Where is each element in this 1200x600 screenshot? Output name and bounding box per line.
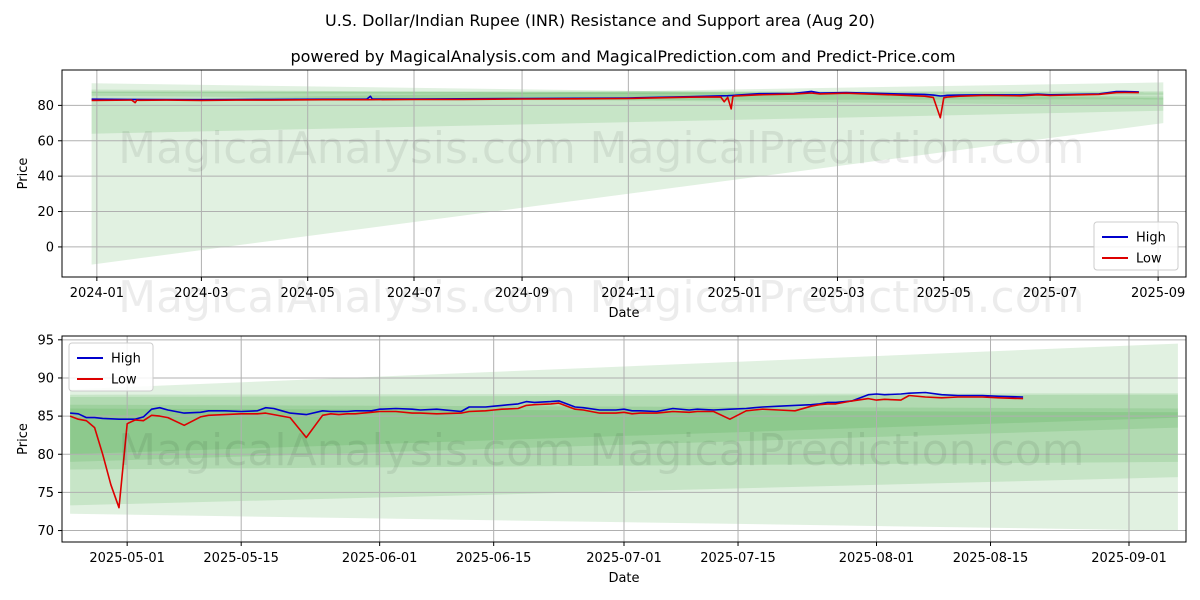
plot-frame (61, 69, 1187, 278)
y-tick-label: 75 (37, 486, 54, 501)
y-tick-label: 80 (37, 99, 54, 114)
legend-label-low: Low (1136, 252, 1162, 267)
x-tick-label: 2025-03 (810, 286, 864, 301)
support-resistance-band (91, 89, 1164, 134)
x-tick-label: 2025-01 (707, 286, 761, 301)
legend: High Low (1093, 221, 1179, 271)
plot-frame (61, 335, 1187, 543)
x-axis-label: Date (608, 571, 639, 586)
top-chart-panel: 2024-01 2024-03 2024-05 2024-07 2024-09 2024-… (16, 69, 1187, 321)
y-tick-label: 95 (37, 333, 54, 348)
watermark-top-right: MagicalPrediction.com (590, 123, 1085, 174)
x-tick-label: 2025-05 (917, 286, 971, 301)
x-tick-label: 2025-05-15 (203, 551, 279, 566)
watermark-layer: MagicalAnalysis.com MagicalPrediction.co… (118, 123, 1084, 476)
legend-label-high: High (1136, 231, 1166, 246)
x-tick-label: 2025-07-01 (586, 551, 662, 566)
x-tick-label: 2024-05 (281, 286, 335, 301)
watermark-bottom-right: MagicalPrediction.com (590, 425, 1085, 476)
y-tick-label: 0 (46, 240, 54, 255)
watermark-mid-left: MagicalAnalysis.com (118, 272, 576, 323)
y-axis-label: Price (16, 423, 31, 455)
watermark-mid-right: MagicalPrediction.com (590, 272, 1085, 323)
x-tick-label: 2025-08-15 (953, 551, 1029, 566)
support-resistance-band (91, 82, 1164, 101)
x-tick-label: 2024-11 (601, 286, 655, 301)
support-resistance-band (91, 83, 1164, 265)
legend-label-low: Low (111, 373, 137, 388)
bottom-chart-panel: 2025-05-01 2025-05-15 2025-06-01 2025-06-15… (16, 333, 1187, 586)
x-tick-label: 2025-09-01 (1091, 551, 1167, 566)
x-tick-label: 2025-08-01 (839, 551, 915, 566)
y-axis-label: Price (16, 158, 31, 190)
y-tick-label: 70 (37, 524, 54, 539)
legend-label-high: High (111, 352, 141, 367)
chart-title: U.S. Dollar/Indian Rupee (INR) Resistanc… (325, 11, 875, 30)
x-axis-label: Date (608, 306, 639, 321)
y-tick-label: 60 (37, 134, 54, 149)
low-series-line (69, 394, 1024, 509)
y-tick-label: 85 (37, 410, 54, 425)
x-tick-label: 2024-09 (495, 286, 549, 301)
y-tick-label: 20 (37, 205, 54, 220)
watermark-top-left: MagicalAnalysis.com (118, 123, 576, 174)
chart-subtitle: powered by MagicalAnalysis.com and Magic… (290, 47, 955, 66)
x-tick-label: 2025-06-15 (456, 551, 532, 566)
x-tick-label: 2024-01 (70, 286, 124, 301)
legend: High Low (68, 342, 154, 392)
x-tick-label: 2024-07 (387, 286, 441, 301)
x-tick-label: 2025-09 (1131, 286, 1185, 301)
y-tick-label: 90 (37, 371, 54, 386)
watermark-bottom-left: MagicalAnalysis.com (118, 425, 576, 476)
x-tick-label: 2025-05-01 (89, 551, 165, 566)
x-tick-label: 2025-07-15 (700, 551, 776, 566)
high-series-line (70, 391, 1024, 421)
low-series-line (91, 91, 1139, 119)
x-tick-label: 2025-06-01 (342, 551, 418, 566)
y-tick-label: 80 (37, 448, 54, 463)
y-tick-label: 40 (37, 170, 54, 185)
x-tick-label: 2024-03 (174, 286, 228, 301)
x-tick-label: 2025-07 (1023, 286, 1077, 301)
